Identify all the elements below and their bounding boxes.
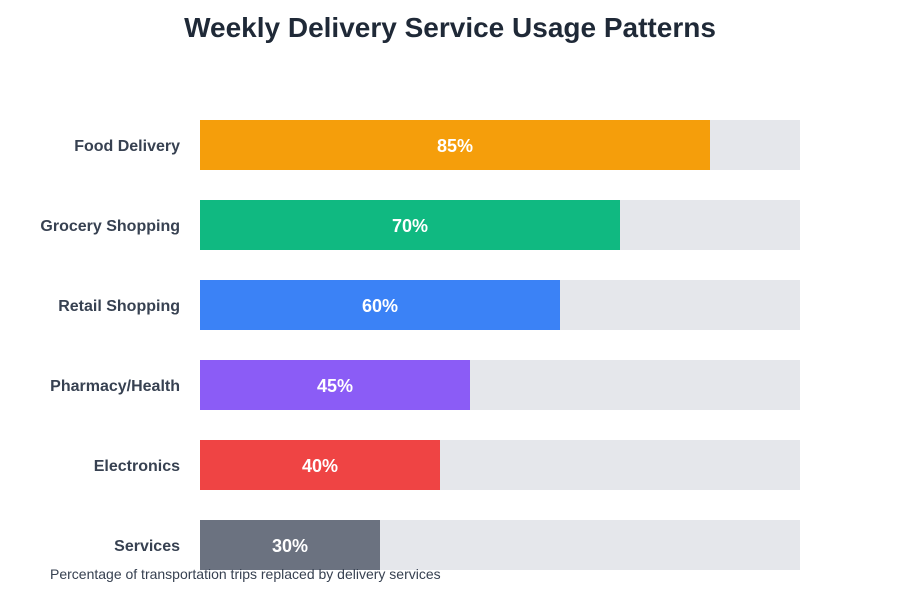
category-label: Services	[114, 538, 180, 555]
bar	[200, 440, 440, 490]
bar	[200, 120, 710, 170]
data-label: 60%	[362, 296, 398, 316]
data-label: 30%	[272, 536, 308, 556]
chart-title: Weekly Delivery Service Usage Patterns	[184, 12, 716, 43]
category-label: Retail Shopping	[58, 298, 180, 315]
bar	[200, 360, 470, 410]
category-label: Electronics	[94, 458, 180, 475]
bar	[200, 200, 620, 250]
bar	[200, 280, 560, 330]
chart-caption: Percentage of transportation trips repla…	[50, 566, 441, 582]
data-label: 85%	[437, 136, 473, 156]
category-label: Food Delivery	[74, 138, 180, 155]
data-label: 40%	[302, 456, 338, 476]
data-label: 45%	[317, 376, 353, 396]
bar	[200, 520, 380, 570]
category-label: Pharmacy/Health	[50, 378, 180, 395]
category-label: Grocery Shopping	[40, 218, 180, 235]
data-label: 70%	[392, 216, 428, 236]
